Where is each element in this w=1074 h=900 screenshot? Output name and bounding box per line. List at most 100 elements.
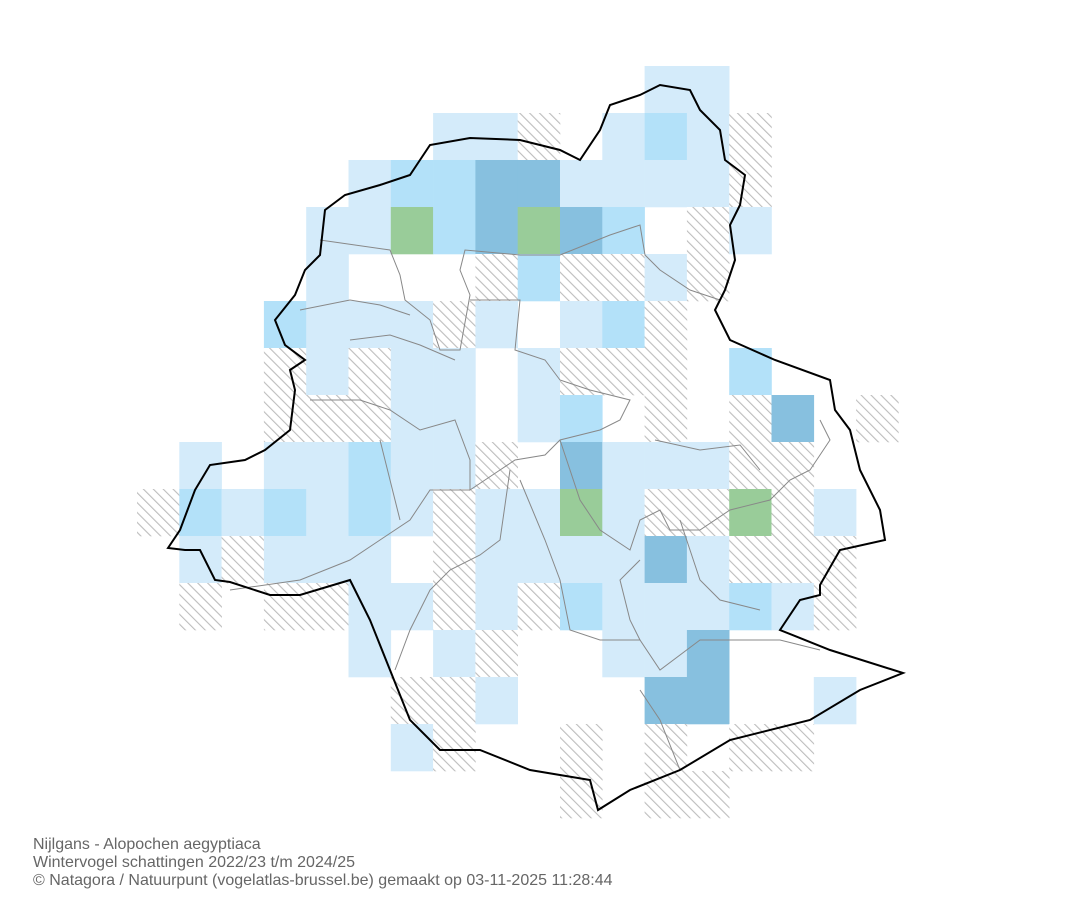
- grid-cell: [602, 442, 645, 490]
- grid-cell: [644, 771, 688, 819]
- grid-cell: [348, 395, 392, 443]
- grid-cell: [306, 395, 349, 443]
- grid-cell: [560, 348, 603, 396]
- grid-cell: [348, 207, 392, 255]
- grid-cell: [475, 536, 518, 584]
- grid-cell: [602, 348, 645, 396]
- grid-cell: [390, 489, 434, 537]
- grid-cell: [644, 724, 688, 772]
- grid-cell: [560, 395, 603, 443]
- grid-cell: [221, 536, 265, 584]
- grid-cell: [433, 113, 476, 161]
- grid-cell: [644, 348, 688, 396]
- grid-cell: [686, 771, 730, 819]
- grid-cell: [729, 113, 772, 161]
- grid-cell: [348, 348, 392, 396]
- grid-cell: [686, 160, 730, 208]
- grid-cell: [686, 630, 730, 678]
- grid-cell: [475, 677, 518, 725]
- grid-cell: [390, 207, 434, 255]
- grid-cell: [475, 489, 518, 537]
- caption-line: Wintervogel schattingen 2022/23 t/m 2024…: [33, 854, 355, 871]
- grid-cell: [771, 724, 815, 772]
- grid-cell: [475, 207, 518, 255]
- grid-cell: [517, 395, 561, 443]
- grid-cell: [263, 395, 307, 443]
- grid-cell: [602, 583, 645, 631]
- grid-cell: [560, 301, 603, 349]
- grid-cell: [221, 489, 265, 537]
- grid-cell: [771, 536, 815, 584]
- grid-cell: [729, 442, 772, 490]
- grid-cell: [686, 113, 730, 161]
- grid-cell: [644, 113, 688, 161]
- grid-cell: [348, 442, 392, 490]
- grid-cell: [602, 489, 645, 537]
- grid-cell: [390, 583, 434, 631]
- grid-cell: [348, 301, 392, 349]
- grid-cell: [517, 160, 561, 208]
- grid-cell: [348, 536, 392, 584]
- grid-cell: [729, 207, 772, 255]
- grid-cell: [560, 160, 603, 208]
- caption-line: © Natagora / Natuurpunt (vogelatlas-brus…: [33, 872, 613, 889]
- grid-cell: [433, 583, 476, 631]
- grid-cell: [263, 583, 307, 631]
- grid-cell: [686, 489, 730, 537]
- grid-cell: [729, 395, 772, 443]
- grid-cell: [390, 724, 434, 772]
- grid-cell: [644, 536, 688, 584]
- grid-cell: [644, 442, 688, 490]
- grid-cell: [433, 677, 476, 725]
- grid-cell: [686, 442, 730, 490]
- grid-cell: [517, 113, 561, 161]
- grid-cells: [137, 66, 899, 819]
- grid-cell: [644, 301, 688, 349]
- grid-cell: [560, 207, 603, 255]
- grid-cell: [433, 301, 476, 349]
- grid-cell: [179, 583, 222, 631]
- grid-cell: [475, 160, 518, 208]
- grid-cell: [475, 254, 518, 302]
- grid-cell: [517, 207, 561, 255]
- grid-cell: [475, 301, 518, 349]
- grid-cell: [475, 630, 518, 678]
- grid-cell: [475, 113, 518, 161]
- grid-cell: [433, 536, 476, 584]
- grid-cell: [390, 442, 434, 490]
- grid-cell: [644, 583, 688, 631]
- grid-cell: [644, 489, 688, 537]
- grid-cell: [433, 724, 476, 772]
- grid-cell: [390, 348, 434, 396]
- grid-cell: [602, 160, 645, 208]
- grid-cell: [602, 630, 645, 678]
- region-outline: [166, 83, 906, 812]
- grid-cell: [263, 301, 307, 349]
- grid-cell: [390, 160, 434, 208]
- grid-cell: [433, 160, 476, 208]
- grid-cell: [729, 536, 772, 584]
- grid-cell: [813, 677, 857, 725]
- grid-cell: [306, 207, 349, 255]
- grid-cell: [263, 489, 307, 537]
- grid-cell: [306, 489, 349, 537]
- grid-cell: [560, 489, 603, 537]
- grid-cell: [771, 442, 815, 490]
- grid-cell: [263, 536, 307, 584]
- grid-cell: [729, 583, 772, 631]
- grid-cell: [602, 113, 645, 161]
- grid-cell: [644, 395, 688, 443]
- grid-cell: [306, 442, 349, 490]
- grid-cell: [686, 66, 730, 114]
- grid-cell: [771, 489, 815, 537]
- grid-cell: [602, 536, 645, 584]
- grid-cell: [644, 630, 688, 678]
- grid-cell: [433, 348, 476, 396]
- grid-cell: [348, 489, 392, 537]
- grid-cell: [686, 207, 730, 255]
- grid-cell: [771, 583, 815, 631]
- grid-cell: [390, 395, 434, 443]
- grid-cell: [517, 536, 561, 584]
- grid-cell: [306, 536, 349, 584]
